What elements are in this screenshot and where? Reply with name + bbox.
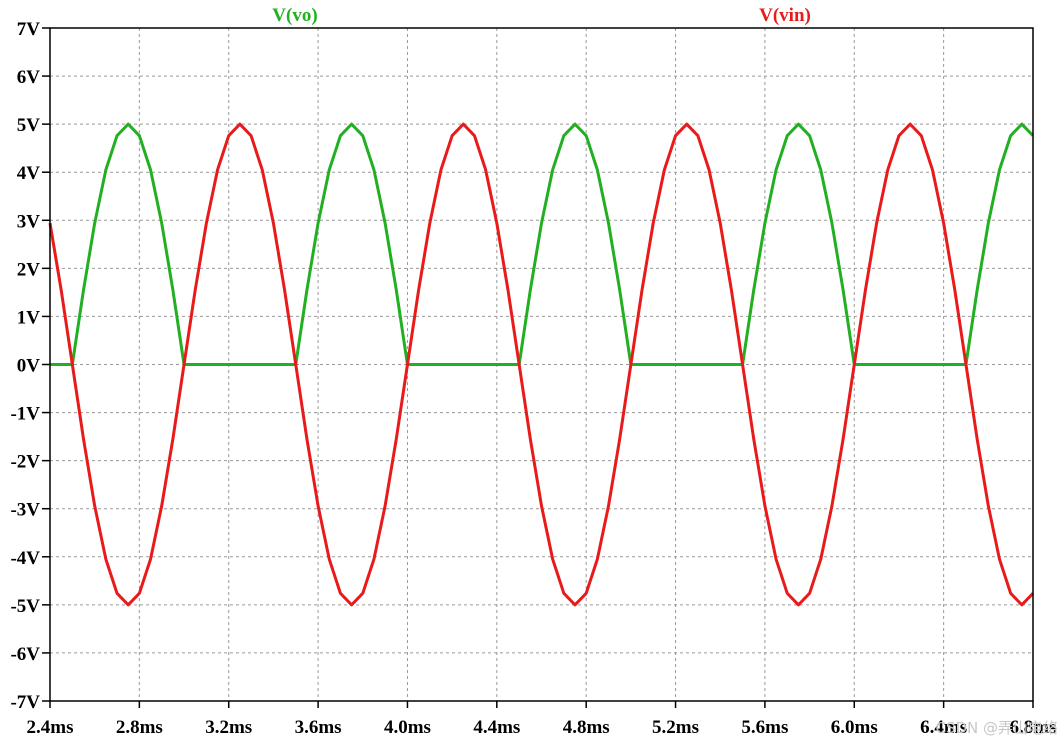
series-line-v-vin (48, 122, 1035, 607)
y-tick-label: 3V (17, 211, 41, 232)
x-tick-label: 5.2ms (652, 717, 699, 738)
y-tick-label: -4V (10, 548, 40, 569)
y-tick-label: 0V (17, 356, 41, 377)
watermark-text: CSDN @弄山电络 (935, 719, 1058, 737)
y-tick-label: -2V (10, 452, 40, 473)
y-tick-label: -5V (10, 596, 40, 617)
y-tick-label: 2V (17, 259, 41, 280)
x-tick-label: 6.0ms (831, 717, 878, 738)
y-tick-label: -6V (10, 644, 40, 665)
x-tick-label: 3.2ms (205, 717, 252, 738)
x-tick-label: 3.6ms (295, 717, 342, 738)
x-tick-label: 2.4ms (27, 717, 74, 738)
y-tick-label: 5V (17, 115, 41, 136)
x-tick-label: 5.6ms (741, 717, 788, 738)
y-tick-label: -1V (10, 404, 40, 425)
y-tick-label: -3V (10, 500, 40, 521)
x-tick-label: 6.4ms (920, 717, 967, 738)
x-tick-label: 4.0ms (384, 717, 431, 738)
x-tick-label: 2.8ms (116, 717, 163, 738)
x-tick-label: 4.8ms (563, 717, 610, 738)
legend: V(vo) V(vin) (272, 5, 811, 26)
axis-ticks: 2.4ms 2.8ms 3.2ms 3.6ms 4.0ms 4.4ms 4.8ms 5.2ms… (10, 19, 1056, 738)
y-tick-label: 7V (17, 19, 41, 40)
y-tick-label: 1V (17, 307, 41, 328)
legend-label-v-vo: V(vo) (272, 5, 317, 26)
y-tick-label: 6V (17, 67, 41, 88)
x-tick-label: 4.4ms (473, 717, 520, 738)
y-tick-label: 4V (17, 163, 41, 184)
x-tick-label: 6.8ms (1010, 717, 1057, 738)
series-line-v-vo (50, 122, 1035, 366)
series-lines (48, 122, 1035, 607)
y-tick-label: -7V (10, 692, 40, 713)
legend-label-v-vin: V(vin) (759, 5, 811, 26)
